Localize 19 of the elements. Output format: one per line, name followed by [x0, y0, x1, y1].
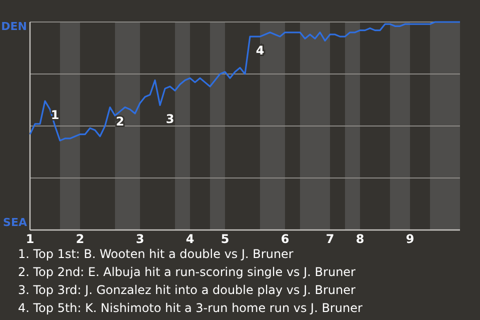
- x-tick-label: 3: [136, 232, 144, 246]
- text: 1. Top 1st: B. Wooten hit a double vs J. Bruner: [18, 247, 294, 261]
- x-tick-label: 6: [280, 232, 290, 246]
- x-tick-label: 1: [26, 232, 34, 246]
- x-tick-label: 9: [406, 232, 414, 246]
- annotation: 4: [256, 44, 264, 58]
- text: SEA: [3, 216, 28, 229]
- text: 3. Top 3rd: J. Gonzalez hit into a double play vs J. Bruner: [18, 283, 356, 297]
- x-tick-label: 2: [76, 232, 84, 246]
- text: DEN: [1, 20, 27, 33]
- x-tick-label: 7: [326, 232, 334, 246]
- x-tick-label: 8: [356, 232, 364, 246]
- annotation: 2: [116, 114, 124, 128]
- text: 2. Top 2nd: E. Albuja hit a run-scoring single vs J. Bruner: [18, 265, 356, 279]
- annotation: 1: [50, 108, 60, 122]
- annotation: 3: [166, 112, 174, 126]
- x-tick-label: 5: [220, 232, 230, 246]
- x-tick-label: 4: [186, 232, 194, 246]
- text: 4. Top 5th: K. Nishimoto hit a 3-run home run vs J. Bruner: [18, 301, 362, 315]
